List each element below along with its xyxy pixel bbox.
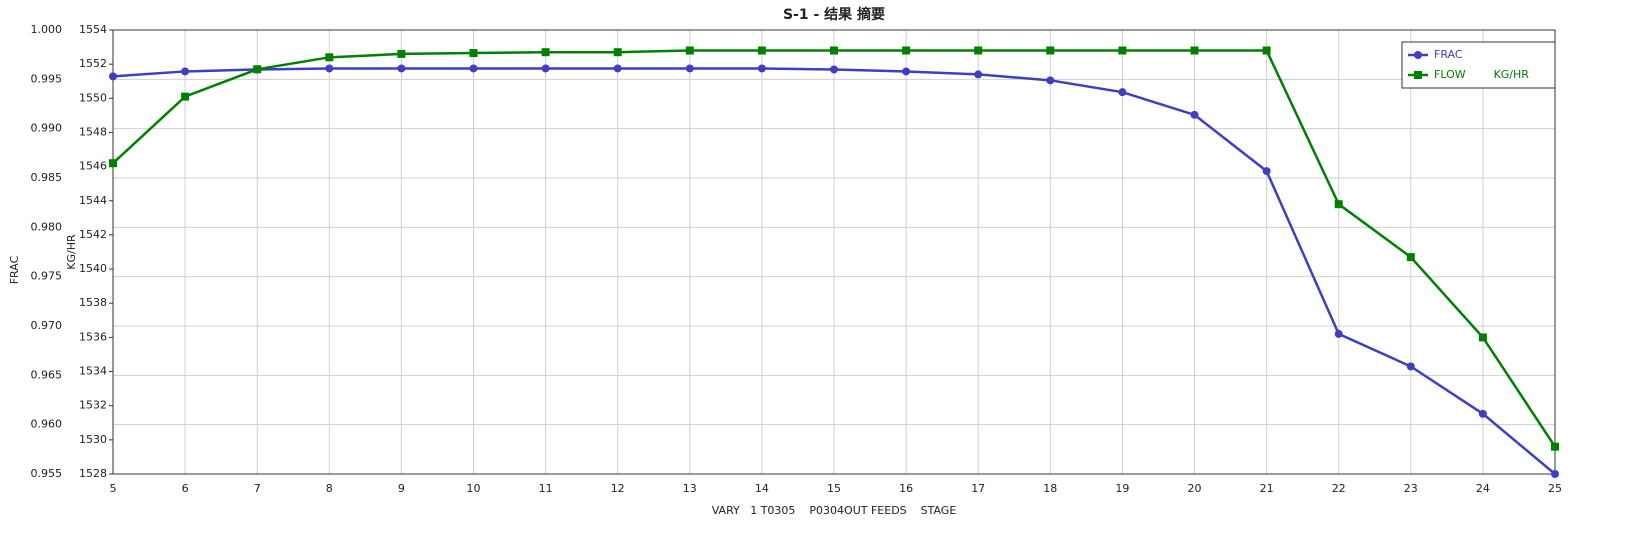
data-point [902,46,911,55]
data-point [253,65,262,74]
x-tick-label: 21 [1260,482,1274,495]
x-tick-label: 12 [611,482,625,495]
y2-tick-label: 1528 [79,467,107,480]
data-point [1262,167,1271,176]
x-tick-label: 11 [539,482,553,495]
data-point [325,64,334,73]
plot-frame [112,29,1556,475]
y2-tick-label: 1542 [79,228,107,241]
data-point [613,64,622,73]
data-point [397,64,406,73]
y-tick-label: 0.955 [31,467,63,480]
data-point [1190,46,1199,55]
data-point [1046,46,1055,55]
y2-tick-label: 1538 [79,296,107,309]
x-tick-label: 9 [398,482,405,495]
y-tick-label: 0.980 [31,220,63,233]
data-point [1334,200,1343,209]
x-tick-label: 10 [467,482,481,495]
data-point [1551,442,1559,451]
data-point [1406,253,1415,262]
data-point [1118,88,1127,97]
x-tick-label: 19 [1115,482,1129,495]
data-point [109,159,117,168]
x-tick-label: 18 [1043,482,1057,495]
data-point [541,64,550,73]
x-tick-label: 22 [1332,482,1346,495]
data-point [541,48,550,57]
data-point [1334,329,1343,338]
y2-tick-label: 1536 [79,330,107,343]
chart-title: S-1 - 结果 摘要 [783,6,885,23]
x-axis-label: VARY 1 T0305 P0304OUT FEEDS STAGE [712,504,957,517]
data-point [1406,362,1415,371]
data-point [109,72,117,81]
data-point [469,64,478,73]
y2-tick-label: 1546 [79,160,107,173]
y2-tick-label: 1550 [79,91,107,104]
y-tick-label: 0.995 [31,72,63,85]
data-point [1551,470,1559,478]
x-tick-label: 17 [971,482,985,495]
legend-marker [1414,51,1422,59]
x-tick-label: 16 [899,482,913,495]
x-tick-label: 7 [254,482,261,495]
data-point [757,46,766,55]
legend-box [1401,41,1556,89]
data-point [1190,110,1199,119]
data-point [757,64,766,73]
data-point [325,53,334,62]
data-point [397,49,406,58]
data-point [613,48,622,57]
y-tick-label: 0.970 [31,319,63,332]
y2-tick-label: 1548 [79,125,107,138]
y2-tick-label: 1554 [79,23,107,36]
data-point [1478,333,1487,342]
y2-tick-label: 1552 [79,57,107,70]
x-tick-label: 15 [827,482,841,495]
x-tick-label: 14 [755,482,769,495]
data-point [1046,76,1055,85]
data-point [181,92,190,101]
x-tick-label: 13 [683,482,697,495]
x-tick-label: 6 [182,482,189,495]
data-point [1118,46,1127,55]
y2-tick-label: 1544 [79,194,107,207]
x-tick-label: 5 [110,482,117,495]
legend-label: FRAC [1434,48,1463,61]
data-point [1478,409,1487,418]
data-point [1262,46,1271,55]
x-tick-label: 23 [1404,482,1418,495]
data-point [974,46,983,55]
x-tick-label: 25 [1548,482,1562,495]
data-point [974,70,983,79]
y-tick-label: 1.000 [31,23,63,36]
data-point [181,67,190,76]
x-tick-label: 20 [1188,482,1202,495]
data-point [685,64,694,73]
x-tick-label: 24 [1476,482,1490,495]
y2-tick-label: 1530 [79,433,107,446]
y2-axis-label: KG/HR [65,234,78,270]
y-tick-label: 0.990 [31,122,63,135]
x-tick-label: 8 [326,482,333,495]
data-point [902,67,911,76]
data-point [830,65,838,74]
legend-marker [1414,71,1422,79]
y-tick-label: 0.965 [31,368,63,381]
y-tick-label: 0.985 [31,171,63,184]
data-point [469,49,478,58]
y2-tick-label: 1532 [79,399,107,412]
y-tick-label: 0.975 [31,270,63,283]
legend-label: FLOW KG/HR [1434,68,1529,81]
y2-tick-label: 1540 [79,262,107,275]
y-tick-label: 0.960 [31,418,63,431]
y2-tick-label: 1534 [79,365,107,378]
data-point [830,46,838,55]
y-axis-label: FRAC [8,255,21,284]
data-point [685,46,694,55]
